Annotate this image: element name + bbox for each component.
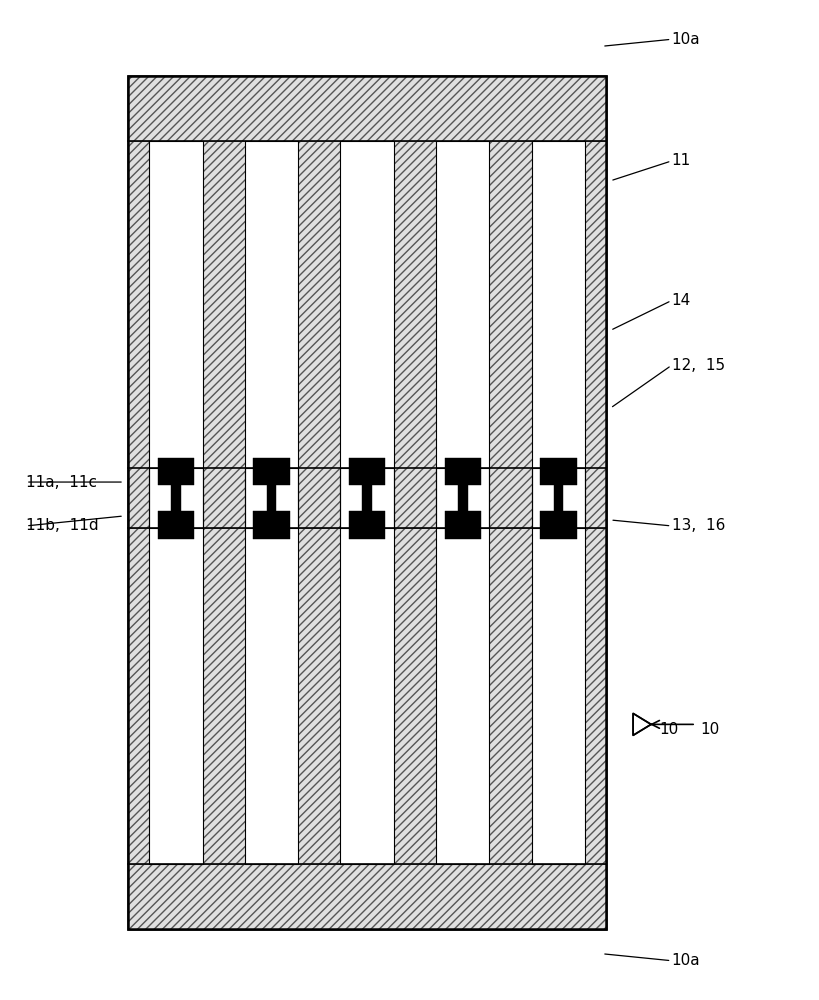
Bar <box>157 458 194 468</box>
Text: 11a,  11c: 11a, 11c <box>26 475 97 490</box>
Bar <box>202 141 244 528</box>
Bar <box>489 141 531 528</box>
Bar <box>340 468 393 864</box>
Bar <box>444 511 480 528</box>
Bar <box>362 485 372 511</box>
Bar <box>531 141 585 528</box>
Bar <box>436 141 489 528</box>
Bar <box>244 468 298 864</box>
Text: 10a: 10a <box>671 953 699 968</box>
Bar <box>348 458 385 468</box>
Text: 10: 10 <box>658 722 677 737</box>
Bar <box>149 468 202 864</box>
Bar <box>348 528 385 539</box>
Text: 10: 10 <box>699 722 718 737</box>
Bar <box>253 511 289 528</box>
Bar <box>436 141 489 528</box>
Bar <box>340 141 393 528</box>
Bar <box>348 468 385 485</box>
Text: 11b,  11d: 11b, 11d <box>26 518 98 533</box>
Bar <box>489 468 531 864</box>
Bar <box>393 468 436 864</box>
Bar <box>128 76 605 929</box>
Bar <box>128 141 149 528</box>
Bar <box>202 468 244 864</box>
Bar <box>244 141 298 528</box>
Bar <box>444 468 480 485</box>
Bar <box>253 528 289 539</box>
Bar <box>128 76 605 929</box>
Bar <box>436 468 489 864</box>
Bar <box>157 468 194 485</box>
Text: 11: 11 <box>671 153 690 168</box>
Bar <box>298 468 340 864</box>
Bar <box>149 141 202 528</box>
Text: 14: 14 <box>671 293 690 308</box>
Bar <box>436 468 489 864</box>
Bar <box>444 458 480 468</box>
Bar <box>540 458 576 468</box>
Bar <box>585 141 605 528</box>
Bar <box>585 468 605 864</box>
Bar <box>298 141 340 528</box>
Text: 10a: 10a <box>671 32 699 47</box>
Bar <box>444 528 480 539</box>
Bar <box>157 528 194 539</box>
Bar <box>340 468 393 864</box>
Bar <box>149 141 202 528</box>
Bar <box>457 485 467 511</box>
Bar <box>157 511 194 528</box>
Bar <box>128 76 605 929</box>
Bar <box>393 141 436 528</box>
Bar <box>340 141 393 528</box>
Bar <box>128 468 605 528</box>
Bar <box>253 468 289 485</box>
Bar <box>244 468 298 864</box>
Bar <box>149 468 202 864</box>
Bar <box>348 511 385 528</box>
Bar <box>540 528 576 539</box>
Bar <box>128 468 149 864</box>
Bar <box>253 458 289 468</box>
Bar <box>531 468 585 864</box>
Bar <box>531 141 585 528</box>
Bar <box>553 485 563 511</box>
Text: 13,  16: 13, 16 <box>671 518 724 533</box>
Text: 12,  15: 12, 15 <box>671 358 724 373</box>
Polygon shape <box>632 713 650 735</box>
Bar <box>244 141 298 528</box>
Bar <box>266 485 276 511</box>
Bar <box>531 468 585 864</box>
Bar <box>128 864 605 929</box>
Bar <box>540 511 576 528</box>
Bar <box>128 76 605 141</box>
Bar <box>171 485 180 511</box>
Bar <box>540 468 576 485</box>
